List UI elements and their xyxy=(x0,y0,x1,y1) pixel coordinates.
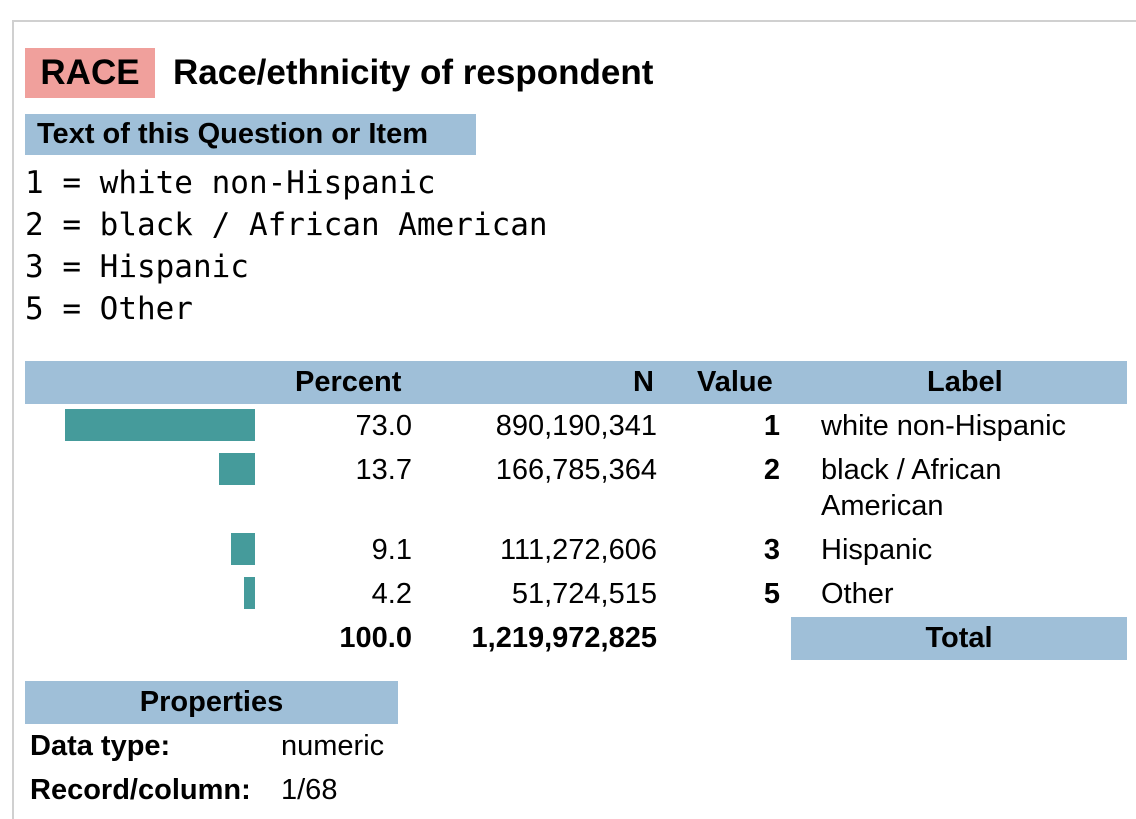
frequency-bar xyxy=(231,533,255,565)
row-n: 890,190,341 xyxy=(495,410,657,442)
row-value: 3 xyxy=(763,534,780,566)
properties-header: Properties xyxy=(25,681,398,724)
question-line: 2 = black / African American xyxy=(25,207,548,243)
variable-name: RACE xyxy=(25,48,155,98)
question-header: Text of this Question or Item xyxy=(25,114,476,155)
question-line: 5 = Other xyxy=(25,291,193,327)
row-label: black / African American xyxy=(821,454,1002,522)
total-percent: 100.0 xyxy=(339,622,412,654)
property-key: Data type: xyxy=(30,730,171,762)
row-percent: 73.0 xyxy=(355,410,412,442)
row-value: 1 xyxy=(763,410,780,442)
header-label: Label xyxy=(927,366,1003,398)
question-text: 1 = white non-Hispanic 2 = black / Afric… xyxy=(25,162,548,330)
header-n: N xyxy=(633,366,654,398)
variable-title: Race/ethnicity of respondent xyxy=(173,53,654,92)
row-n: 51,724,515 xyxy=(511,578,657,610)
row-label: Other xyxy=(821,578,894,610)
row-value: 5 xyxy=(763,578,780,610)
question-line: 1 = white non-Hispanic xyxy=(25,165,436,201)
row-percent: 9.1 xyxy=(371,534,412,566)
question-line: 3 = Hispanic xyxy=(25,249,249,285)
frequency-bar xyxy=(219,453,255,485)
frequency-table-header: Percent N Value Label xyxy=(25,361,1127,404)
header-value: Value xyxy=(697,366,773,398)
row-label: white non-Hispanic xyxy=(821,410,1067,442)
row-percent: 4.2 xyxy=(371,578,412,610)
total-n: 1,219,972,825 xyxy=(471,622,657,654)
row-label: Hispanic xyxy=(821,534,933,566)
row-n: 111,272,606 xyxy=(500,534,657,566)
header-percent: Percent xyxy=(295,366,402,398)
frequency-bar xyxy=(244,577,255,609)
codebook-frame xyxy=(12,20,1136,819)
property-key: Record/column: xyxy=(30,774,251,806)
row-value: 2 xyxy=(763,454,780,486)
frequency-bar xyxy=(65,409,255,441)
row-percent: 13.7 xyxy=(355,454,412,486)
total-label: Total xyxy=(791,617,1127,660)
property-value: 1/68 xyxy=(281,774,338,806)
property-value: numeric xyxy=(281,730,385,762)
row-n: 166,785,364 xyxy=(495,454,657,486)
